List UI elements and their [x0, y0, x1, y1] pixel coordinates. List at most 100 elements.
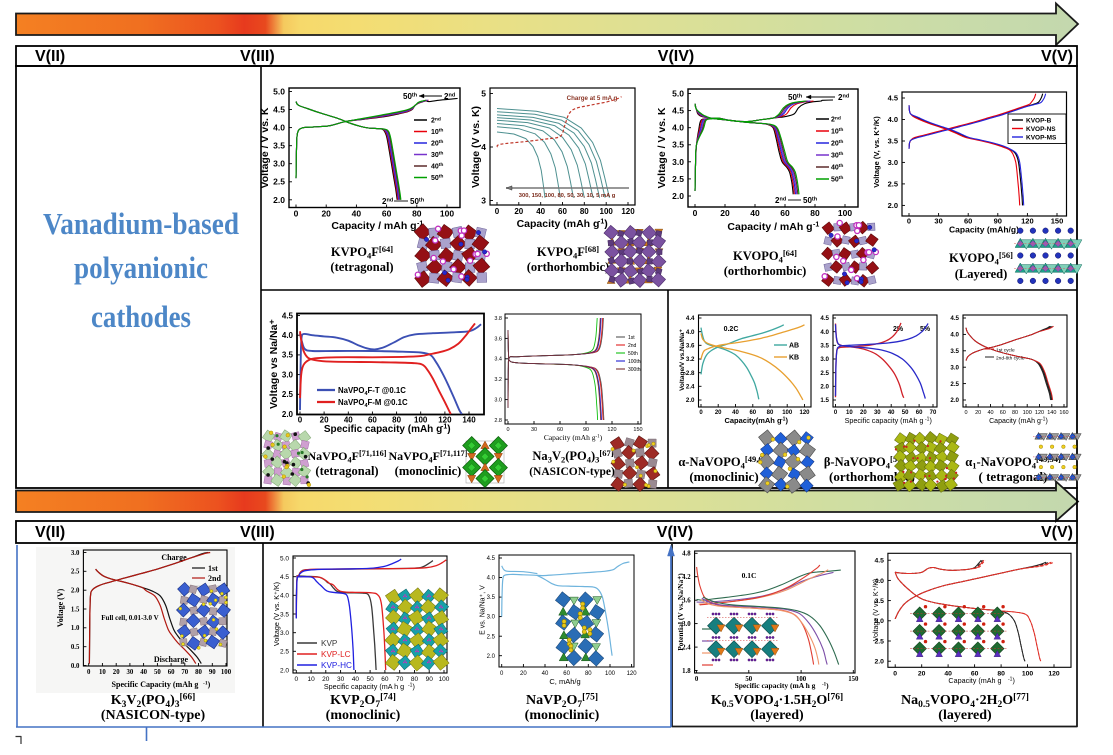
svg-text:40: 40: [536, 207, 545, 216]
svg-text:150: 150: [848, 676, 859, 683]
svg-text:(monoclinic): (monoclinic): [395, 464, 462, 478]
svg-text:(NASICON-type): (NASICON-type): [101, 708, 206, 723]
svg-text:3: 3: [481, 196, 486, 206]
svg-text:KVOP-MS: KVOP-MS: [1026, 134, 1057, 141]
svg-text:100: 100: [600, 207, 614, 216]
svg-text:-1): -1): [598, 218, 608, 230]
svg-text:40th: 40th: [831, 163, 843, 171]
svg-text:50th: 50th: [788, 93, 803, 102]
svg-text:KVP2O7[74]: KVP2O7[74]: [330, 692, 396, 709]
svg-text:0: 0: [964, 410, 967, 416]
svg-text:5: 5: [481, 89, 486, 99]
svg-text:80: 80: [580, 207, 589, 216]
svg-text:60: 60: [1000, 410, 1006, 416]
svg-text:4.0: 4.0: [280, 593, 289, 600]
svg-text:80: 80: [195, 669, 202, 676]
svg-text:20th: 20th: [831, 139, 843, 147]
svg-text:5%: 5%: [920, 326, 931, 333]
svg-text:α-NaVOPO4[49,65]: α-NaVOPO4[49,65]: [678, 454, 769, 471]
svg-text:2.4: 2.4: [682, 644, 691, 651]
svg-text:80: 80: [1012, 410, 1018, 416]
svg-text:3.0: 3.0: [682, 621, 691, 628]
svg-text:4.5: 4.5: [487, 556, 496, 562]
svg-text:Capacity (mAh g: Capacity (mAh g: [517, 218, 600, 230]
svg-text:70: 70: [181, 669, 188, 676]
svg-text:80: 80: [412, 209, 422, 219]
svg-text:0: 0: [298, 416, 303, 425]
svg-text:70: 70: [396, 676, 404, 683]
svg-text:4.5: 4.5: [888, 94, 898, 103]
svg-text:3.0: 3.0: [487, 615, 496, 621]
svg-text:(orthorhombic): (orthorhombic): [527, 260, 610, 274]
svg-text:KVPO4F[68]: KVPO4F[68]: [537, 244, 599, 261]
svg-text:60: 60: [382, 209, 392, 219]
svg-text:4.5: 4.5: [874, 558, 884, 565]
svg-text:KB: KB: [789, 354, 799, 361]
svg-text:0.0: 0.0: [71, 663, 80, 670]
svg-text:(monoclinic): (monoclinic): [326, 708, 401, 723]
svg-text:2.5: 2.5: [280, 649, 289, 656]
svg-text:10: 10: [846, 410, 853, 416]
svg-text:60: 60: [916, 410, 923, 416]
svg-text:NaVPO4F-M @0.1C: NaVPO4F-M @0.1C: [338, 398, 408, 409]
svg-text:4.5: 4.5: [672, 106, 684, 116]
svg-text:2.0: 2.0: [820, 384, 829, 391]
svg-text:Voltage vs Na/Na⁺: Voltage vs Na/Na⁺: [268, 319, 280, 409]
svg-text:100: 100: [838, 208, 852, 218]
svg-text:KVP: KVP: [321, 639, 338, 648]
svg-text:0: 0: [834, 410, 838, 416]
svg-text:Charge: Charge: [161, 553, 187, 562]
svg-text:-1): -1): [441, 424, 451, 436]
svg-text:2.0: 2.0: [672, 191, 684, 201]
svg-text:KVP-LC: KVP-LC: [321, 650, 351, 659]
svg-text:-1): -1): [822, 681, 829, 690]
svg-text:30th: 30th: [831, 151, 843, 159]
svg-text:120: 120: [627, 671, 638, 677]
svg-text:60: 60: [780, 208, 790, 218]
svg-text:30: 30: [874, 410, 881, 416]
svg-text:0: 0: [893, 670, 897, 677]
svg-text:3.5: 3.5: [888, 137, 898, 146]
svg-text:Na0.5VOPO4·2H2O[77]: Na0.5VOPO4·2H2O[77]: [901, 692, 1029, 709]
svg-text:4.0: 4.0: [874, 578, 884, 585]
svg-text:20: 20: [321, 209, 331, 219]
svg-text:100: 100: [782, 410, 793, 416]
svg-text:3.5: 3.5: [874, 598, 884, 605]
svg-text:2.5: 2.5: [487, 634, 496, 640]
svg-text:V(III): V(III): [240, 48, 275, 65]
svg-text:20: 20: [322, 676, 330, 683]
svg-text:140: 140: [1047, 410, 1056, 416]
svg-text:Specific Capacity (mAh g: Specific Capacity (mAh g: [112, 680, 199, 689]
svg-text:Charge at 5 mA g: Charge at 5 mA g: [567, 95, 618, 102]
svg-text:3.0: 3.0: [820, 356, 829, 363]
svg-text:40: 40: [542, 671, 549, 677]
svg-text:2.5: 2.5: [820, 370, 829, 377]
svg-text:C, mAh/g: C, mAh/g: [549, 677, 580, 686]
svg-text:3.6: 3.6: [494, 336, 502, 342]
svg-text:150: 150: [633, 427, 642, 433]
svg-text:5.0: 5.0: [273, 87, 285, 97]
svg-text:80: 80: [997, 670, 1005, 677]
svg-text:(orthorhombic): (orthorhombic): [829, 469, 915, 484]
svg-text:60: 60: [368, 416, 377, 425]
svg-text:3.5: 3.5: [273, 141, 285, 151]
svg-text:Specific capacity (mA h g: Specific capacity (mA h g: [324, 682, 404, 691]
svg-text:0.5: 0.5: [71, 644, 80, 651]
svg-text:(tetragonal): (tetragonal): [330, 260, 393, 274]
svg-text:(Layered): (Layered): [955, 267, 1008, 281]
svg-text:30: 30: [934, 217, 942, 226]
svg-text:1.5: 1.5: [820, 397, 829, 404]
svg-text:40: 40: [987, 410, 993, 416]
svg-text:NaVPO4F-T @0.1C: NaVPO4F-T @0.1C: [338, 386, 406, 397]
svg-text:KVOP-NS: KVOP-NS: [1026, 126, 1056, 133]
svg-text:2.4: 2.4: [686, 384, 695, 391]
svg-text:0: 0: [87, 669, 91, 676]
svg-text:polyanionic: polyanionic: [74, 250, 208, 285]
svg-text:10th: 10th: [431, 128, 443, 136]
svg-text:2nd: 2nd: [444, 92, 455, 101]
svg-text:40: 40: [344, 416, 353, 425]
svg-text:2.5: 2.5: [71, 569, 80, 576]
svg-text:40: 40: [888, 410, 895, 416]
svg-text:4.2: 4.2: [682, 574, 691, 581]
svg-text:0: 0: [695, 676, 699, 683]
